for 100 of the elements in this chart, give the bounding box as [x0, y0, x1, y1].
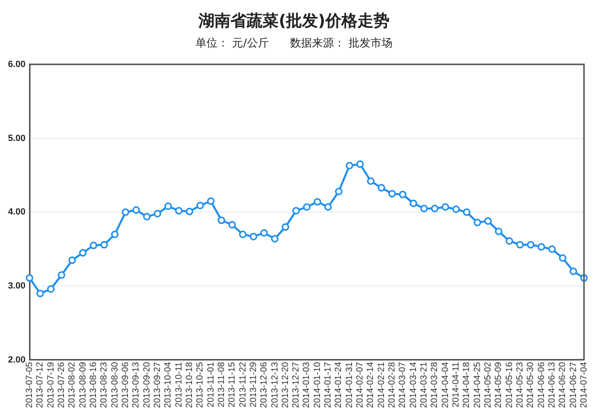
x-tick-label: 2014-05-16	[504, 362, 514, 408]
y-tick-label: 6.00	[8, 58, 26, 69]
point	[494, 228, 502, 236]
x-tick-label: 2013-09-06	[120, 362, 130, 408]
x-tick-label: 2014-06-06	[536, 362, 546, 408]
point	[218, 216, 226, 224]
point	[228, 220, 236, 228]
point	[154, 210, 162, 218]
x-tick-label: 2013-07-26	[56, 362, 66, 408]
x-tick-label: 2013-12-06	[258, 362, 269, 408]
x-tick-label: 2013-11-08	[216, 362, 226, 408]
y-tick-label: 4.00	[8, 206, 26, 217]
point	[526, 240, 534, 248]
x-tick-label: 2014-02-14	[365, 362, 376, 408]
point	[410, 200, 418, 208]
x-tick-label: 2014-04-04	[440, 362, 450, 408]
point	[548, 245, 556, 253]
x-tick-label: 2014-01-24	[333, 362, 344, 408]
point	[558, 254, 566, 262]
point	[26, 274, 34, 282]
x-tick-label: 2013-09-27	[152, 362, 162, 408]
point	[207, 197, 215, 205]
x-tick-label: 2013-11-01	[205, 362, 216, 408]
point	[570, 268, 578, 276]
point	[132, 206, 140, 214]
x-tick-label: 2014-03-28	[429, 362, 440, 408]
x-tick-label: 2013-10-18	[184, 362, 194, 408]
x-tick-label: 2014-01-10	[312, 362, 322, 408]
y-tick-label: 3.00	[8, 280, 26, 291]
x-tick-label: 2014-04-11	[450, 362, 461, 408]
x-tick-label: 2014-03-21	[418, 362, 429, 408]
point	[68, 256, 76, 264]
point	[420, 204, 428, 212]
point	[271, 235, 279, 243]
y-tick-label: 2.00	[8, 354, 26, 364]
point	[292, 206, 300, 214]
x-tick-label: 2014-05-30	[525, 362, 536, 408]
x-tick-label: 2014-01-17	[322, 362, 333, 408]
point	[250, 232, 258, 240]
chart-title: 湖南省蔬菜(批发)价格走势	[198, 10, 390, 30]
point	[462, 208, 470, 216]
x-tick-label: 2014-04-18	[461, 362, 472, 408]
x-tick-label: 2013-08-16	[88, 362, 98, 408]
point	[506, 237, 514, 245]
point	[36, 290, 44, 298]
x-tick-label: 2013-09-13	[130, 362, 141, 408]
x-tick-label: 2014-02-21	[376, 362, 386, 408]
point	[58, 271, 66, 279]
point	[196, 202, 204, 210]
point	[346, 162, 354, 170]
point	[239, 230, 247, 238]
point	[324, 203, 332, 211]
point	[430, 204, 438, 212]
x-tick-label: 2013-12-13	[269, 362, 280, 408]
point	[516, 240, 524, 248]
y-tick-label: 5.00	[8, 132, 26, 143]
point	[452, 205, 460, 213]
point	[47, 285, 55, 293]
x-tick-label: 2013-07-19	[45, 362, 56, 408]
point	[335, 188, 342, 196]
point	[442, 203, 450, 211]
point	[484, 217, 492, 225]
x-tick-label: 2014-05-02	[482, 362, 493, 408]
x-tick-label: 2014-02-07	[354, 362, 365, 408]
chart-subtitle: 单位： 元/公斤 数据来源： 批发市场	[196, 36, 392, 50]
x-tick-label: 2014-04-25	[472, 362, 482, 408]
x-tick-label: 2013-07-12	[34, 362, 45, 408]
x-tick-label: 2013-07-05	[24, 362, 34, 408]
point	[79, 249, 87, 257]
point	[175, 206, 183, 214]
point	[90, 242, 98, 250]
x-tick-label: 2014-03-14	[408, 362, 418, 408]
x-tick-label: 2014-01-03	[301, 362, 312, 408]
x-tick-label: 2013-10-25	[194, 362, 205, 408]
point	[303, 203, 311, 211]
point	[260, 229, 268, 237]
x-tick-label: 2013-11-15	[226, 362, 237, 408]
point	[186, 208, 194, 216]
x-tick-label: 2014-07-04	[578, 362, 588, 408]
x-tick-label: 2014-06-13	[546, 362, 556, 408]
point	[111, 230, 119, 238]
point	[398, 190, 406, 198]
point	[538, 243, 546, 251]
x-tick-label: 2014-05-23	[514, 362, 525, 408]
point	[378, 184, 386, 192]
point	[122, 208, 130, 216]
x-tick-label: 2013-11-29	[248, 362, 258, 408]
x-tick-label: 2014-02-28	[386, 362, 397, 408]
x-tick-label: 2013-11-22	[237, 362, 248, 408]
point	[388, 190, 396, 198]
x-tick-label: 2014-06-27	[568, 362, 578, 408]
x-tick-label: 2013-12-20	[280, 362, 290, 408]
x-tick-label: 2013-08-09	[77, 362, 88, 408]
x-tick-label: 2014-01-31	[344, 362, 354, 408]
point	[366, 177, 374, 185]
x-tick-label: 2013-08-23	[98, 362, 109, 408]
point	[143, 212, 151, 220]
point	[356, 160, 364, 168]
point	[314, 198, 322, 206]
x-tick-label: 2013-12-27	[290, 362, 301, 408]
